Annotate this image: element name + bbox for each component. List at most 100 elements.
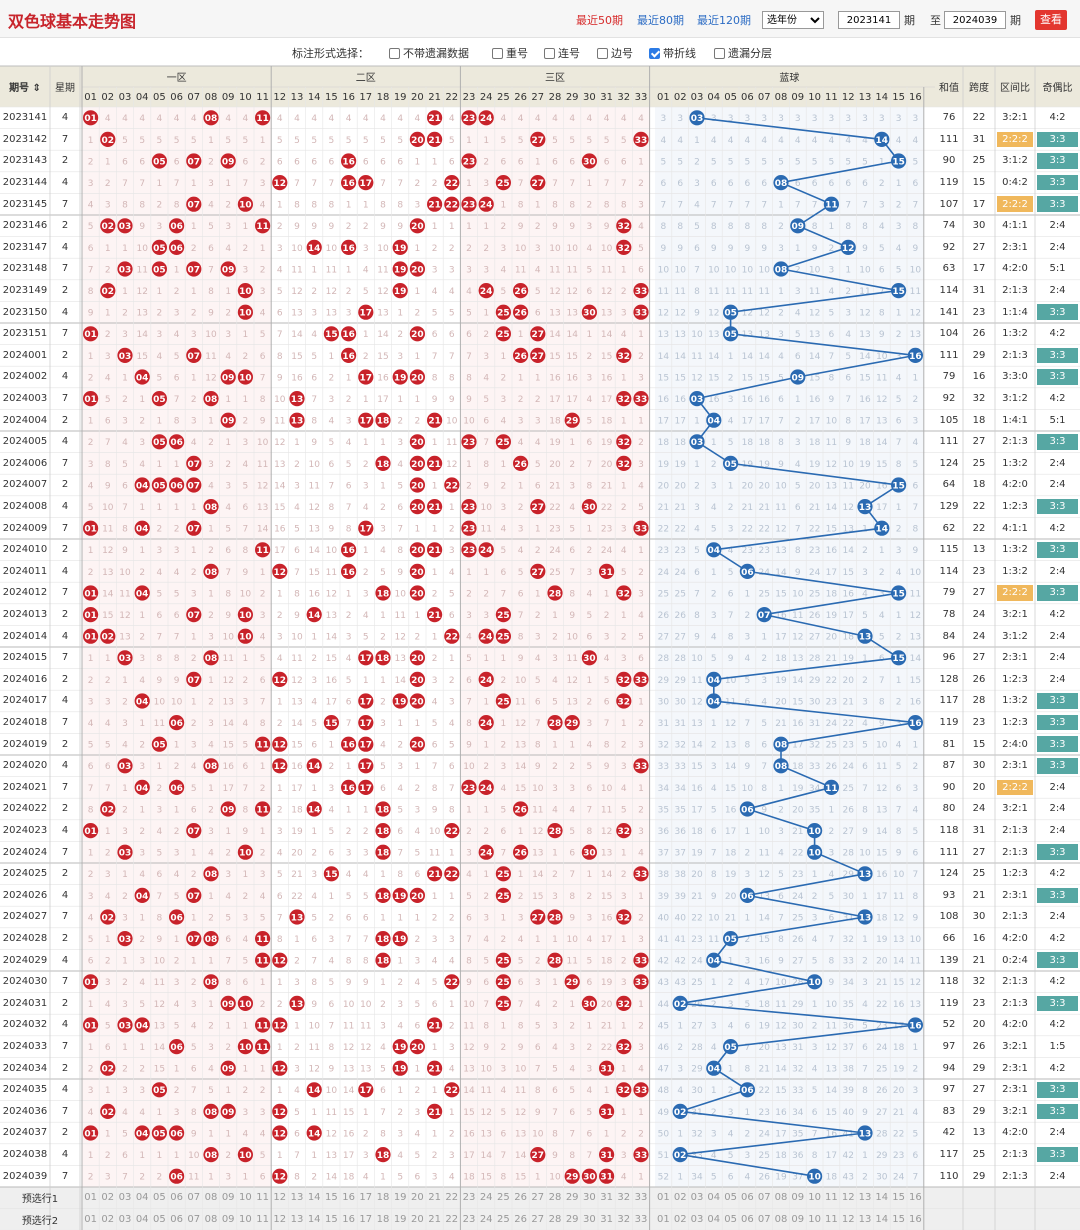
predict-red-number[interactable]: 24 [478,1187,495,1209]
predict-red-number[interactable]: 25 [495,1187,512,1209]
predict-red-number[interactable]: 26 [512,1187,529,1209]
predict-red-number[interactable]: 15 [323,1209,340,1230]
query-button[interactable]: 查看 [1035,10,1067,30]
predict-blue-number[interactable]: 09 [789,1209,806,1230]
predict-red-number[interactable]: 23 [460,1209,477,1230]
predict-blue-number[interactable]: 04 [705,1209,722,1230]
predict-red-number[interactable]: 17 [357,1187,374,1209]
predict-blue-number[interactable]: 11 [823,1187,840,1209]
predict-blue-number[interactable]: 11 [823,1209,840,1230]
checkbox[interactable] [492,47,503,59]
predict-red-number[interactable]: 13 [288,1209,305,1230]
predict-red-number[interactable]: 02 [99,1187,116,1209]
predict-blue-number[interactable]: 12 [840,1187,857,1209]
predict-blue-number[interactable]: 06 [739,1187,756,1209]
predict-red-number[interactable]: 20 [409,1187,426,1209]
predict-blue-number[interactable]: 15 [890,1209,907,1230]
predict-red-number[interactable]: 10 [237,1187,254,1209]
predict-blue-number[interactable]: 16 [907,1209,924,1230]
predict-blue-number[interactable]: 12 [840,1209,857,1230]
predict-blue-number[interactable]: 05 [722,1209,739,1230]
issue-header[interactable]: 期号 ⇕ [0,66,50,107]
predict-blue-number[interactable]: 04 [705,1187,722,1209]
predict-red-number[interactable]: 14 [306,1209,323,1230]
predict-red-number[interactable]: 10 [237,1209,254,1230]
predict-red-number[interactable]: 01 [82,1209,99,1230]
predict-red-number[interactable]: 18 [374,1187,391,1209]
predict-red-number[interactable]: 30 [581,1209,598,1230]
predict-red-number[interactable]: 31 [598,1187,615,1209]
checkbox[interactable] [714,47,725,59]
option-edge[interactable]: 边号 [597,45,633,61]
predict-red-number[interactable]: 08 [202,1209,219,1230]
predict-red-number[interactable]: 03 [116,1209,133,1230]
to-issue-input[interactable] [944,11,1006,29]
recent-80-link[interactable]: 最近80期 [637,12,684,28]
predict-red-number[interactable]: 21 [426,1187,443,1209]
predict-red-number[interactable]: 19 [392,1209,409,1230]
predict-red-number[interactable]: 14 [306,1187,323,1209]
checkbox[interactable] [389,47,400,59]
predict-red-number[interactable]: 11 [254,1209,271,1230]
predict-red-number[interactable]: 33 [632,1187,649,1209]
predict-blue-number[interactable]: 16 [907,1187,924,1209]
recent-120-link[interactable]: 最近120期 [697,12,751,28]
predict-blue-number[interactable]: 09 [789,1187,806,1209]
predict-red-number[interactable]: 22 [443,1187,460,1209]
predict-blue-number[interactable]: 14 [873,1209,890,1230]
checkbox[interactable] [544,47,555,59]
predict-red-number[interactable]: 12 [271,1209,288,1230]
year-select[interactable]: 选年份 [762,11,824,29]
predict-red-number[interactable]: 25 [495,1209,512,1230]
predict-blue-number[interactable]: 02 [672,1187,689,1209]
predict-blue-number[interactable]: 05 [722,1187,739,1209]
predict-red-number[interactable]: 26 [512,1209,529,1230]
predict-blue-number[interactable]: 07 [756,1187,773,1209]
predict-blue-number[interactable]: 08 [773,1209,790,1230]
predict-red-number[interactable]: 29 [564,1187,581,1209]
predict-blue-number[interactable]: 10 [806,1209,823,1230]
predict-red-number[interactable]: 09 [220,1187,237,1209]
predict-red-number[interactable]: 32 [615,1187,632,1209]
predict-blue-number[interactable]: 10 [806,1187,823,1209]
predict-red-number[interactable]: 33 [632,1209,649,1230]
predict-red-number[interactable]: 20 [409,1209,426,1230]
predict-red-number[interactable]: 12 [271,1187,288,1209]
predict-red-number[interactable]: 11 [254,1187,271,1209]
predict-red-number[interactable]: 27 [529,1187,546,1209]
predict-red-number[interactable]: 23 [460,1187,477,1209]
predict-blue-number[interactable]: 08 [773,1187,790,1209]
predict-red-number[interactable]: 05 [151,1187,168,1209]
predict-red-number[interactable]: 32 [615,1209,632,1230]
predict-blue-number[interactable]: 06 [739,1209,756,1230]
predict-red-number[interactable]: 04 [134,1187,151,1209]
option-consecutive[interactable]: 连号 [544,45,580,61]
predict-red-number[interactable]: 06 [168,1187,185,1209]
predict-red-number[interactable]: 07 [185,1187,202,1209]
option-omission-layer[interactable]: 遗漏分层 [714,45,772,61]
predict-red-number[interactable]: 06 [168,1209,185,1230]
predict-blue-number[interactable]: 02 [672,1209,689,1230]
predict-blue-number[interactable]: 13 [857,1209,874,1230]
predict-blue-number[interactable]: 07 [756,1209,773,1230]
predict-red-number[interactable]: 03 [116,1187,133,1209]
predict-red-number[interactable]: 24 [478,1209,495,1230]
predict-blue-number[interactable]: 15 [890,1187,907,1209]
predict-red-number[interactable]: 05 [151,1209,168,1230]
from-issue-input[interactable] [838,11,900,29]
predict-blue-number[interactable]: 01 [655,1209,672,1230]
predict-red-number[interactable]: 22 [443,1209,460,1230]
predict-red-number[interactable]: 07 [185,1209,202,1230]
predict-blue-number[interactable]: 14 [873,1187,890,1209]
predict-red-number[interactable]: 27 [529,1209,546,1230]
predict-blue-number[interactable]: 03 [689,1187,706,1209]
predict-red-number[interactable]: 01 [82,1187,99,1209]
predict-red-number[interactable]: 30 [581,1187,598,1209]
recent-50-link[interactable]: 最近50期 [576,12,623,28]
predict-red-number[interactable]: 21 [426,1209,443,1230]
option-no-omission[interactable]: 不带遗漏数据 [389,45,469,61]
predict-red-number[interactable]: 19 [392,1187,409,1209]
predict-red-number[interactable]: 18 [374,1209,391,1230]
predict-red-number[interactable]: 16 [340,1187,357,1209]
option-polyline[interactable]: 带折线 [649,45,696,61]
